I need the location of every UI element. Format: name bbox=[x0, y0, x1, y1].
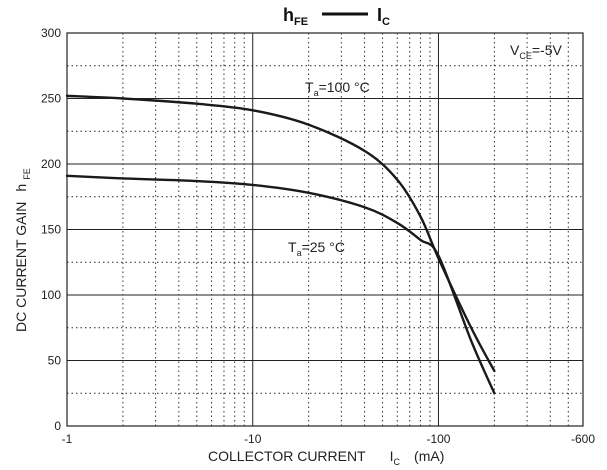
series-25c-value: =25 °C bbox=[302, 239, 345, 255]
title-h-sub: FE bbox=[294, 16, 308, 28]
y-tick-label: 300 bbox=[41, 26, 61, 40]
chart-title-right: IC bbox=[377, 5, 390, 28]
x-axis-main: COLLECTOR CURRENT bbox=[208, 448, 366, 464]
condition-label: VCE=-5V bbox=[510, 42, 562, 61]
series-100c-value: =100 °C bbox=[319, 79, 370, 95]
series-25c-t: T bbox=[288, 239, 297, 255]
x-tick-label: -1 bbox=[62, 432, 73, 446]
x-axis-symbol: I bbox=[390, 448, 394, 464]
x-axis-label: COLLECTOR CURRENT IC (mA) bbox=[208, 448, 444, 467]
x-axis-sub: C bbox=[394, 457, 401, 467]
plot-frame bbox=[66, 32, 584, 427]
y-axis-label: DC CURRENT GAIN h FE bbox=[13, 168, 32, 332]
y-tick-label: 0 bbox=[54, 419, 61, 433]
tick-labels: -1 -10 -100 -600 0 50 100 150 200 250 300 bbox=[41, 26, 595, 446]
condition-sub: CE bbox=[519, 51, 532, 61]
y-tick-label: 200 bbox=[41, 157, 61, 171]
condition-value: =-5V bbox=[532, 42, 563, 58]
series-25c-sub: a bbox=[297, 248, 302, 258]
series-line-25c bbox=[65, 174, 496, 395]
y-tick-label: 50 bbox=[48, 354, 62, 368]
series-label-25c: Ta=25 °C bbox=[288, 239, 345, 258]
series-label-100c: Ta=100 °C bbox=[305, 79, 370, 98]
x-tick-label: -10 bbox=[244, 432, 262, 446]
y-axis-main: DC CURRENT GAIN bbox=[13, 202, 29, 332]
y-axis-sub: FE bbox=[22, 168, 32, 180]
chart-title-left: hFE bbox=[283, 5, 308, 28]
condition-v: V bbox=[510, 42, 520, 58]
series-100c-sub: a bbox=[314, 88, 319, 98]
series-100c-t: T bbox=[305, 79, 314, 95]
y-tick-label: 100 bbox=[41, 288, 61, 302]
title-i: I bbox=[377, 5, 382, 25]
title-h: h bbox=[283, 5, 294, 25]
curves bbox=[65, 94, 496, 395]
y-tick-label: 150 bbox=[41, 223, 61, 237]
x-axis-unit: (mA) bbox=[414, 448, 444, 464]
x-tick-label: -600 bbox=[571, 432, 595, 446]
y-tick-label: 250 bbox=[41, 92, 61, 106]
grid bbox=[67, 33, 583, 426]
x-tick-label: -100 bbox=[426, 432, 450, 446]
title-i-sub: C bbox=[382, 16, 390, 28]
y-axis-symbol: h bbox=[13, 184, 29, 192]
